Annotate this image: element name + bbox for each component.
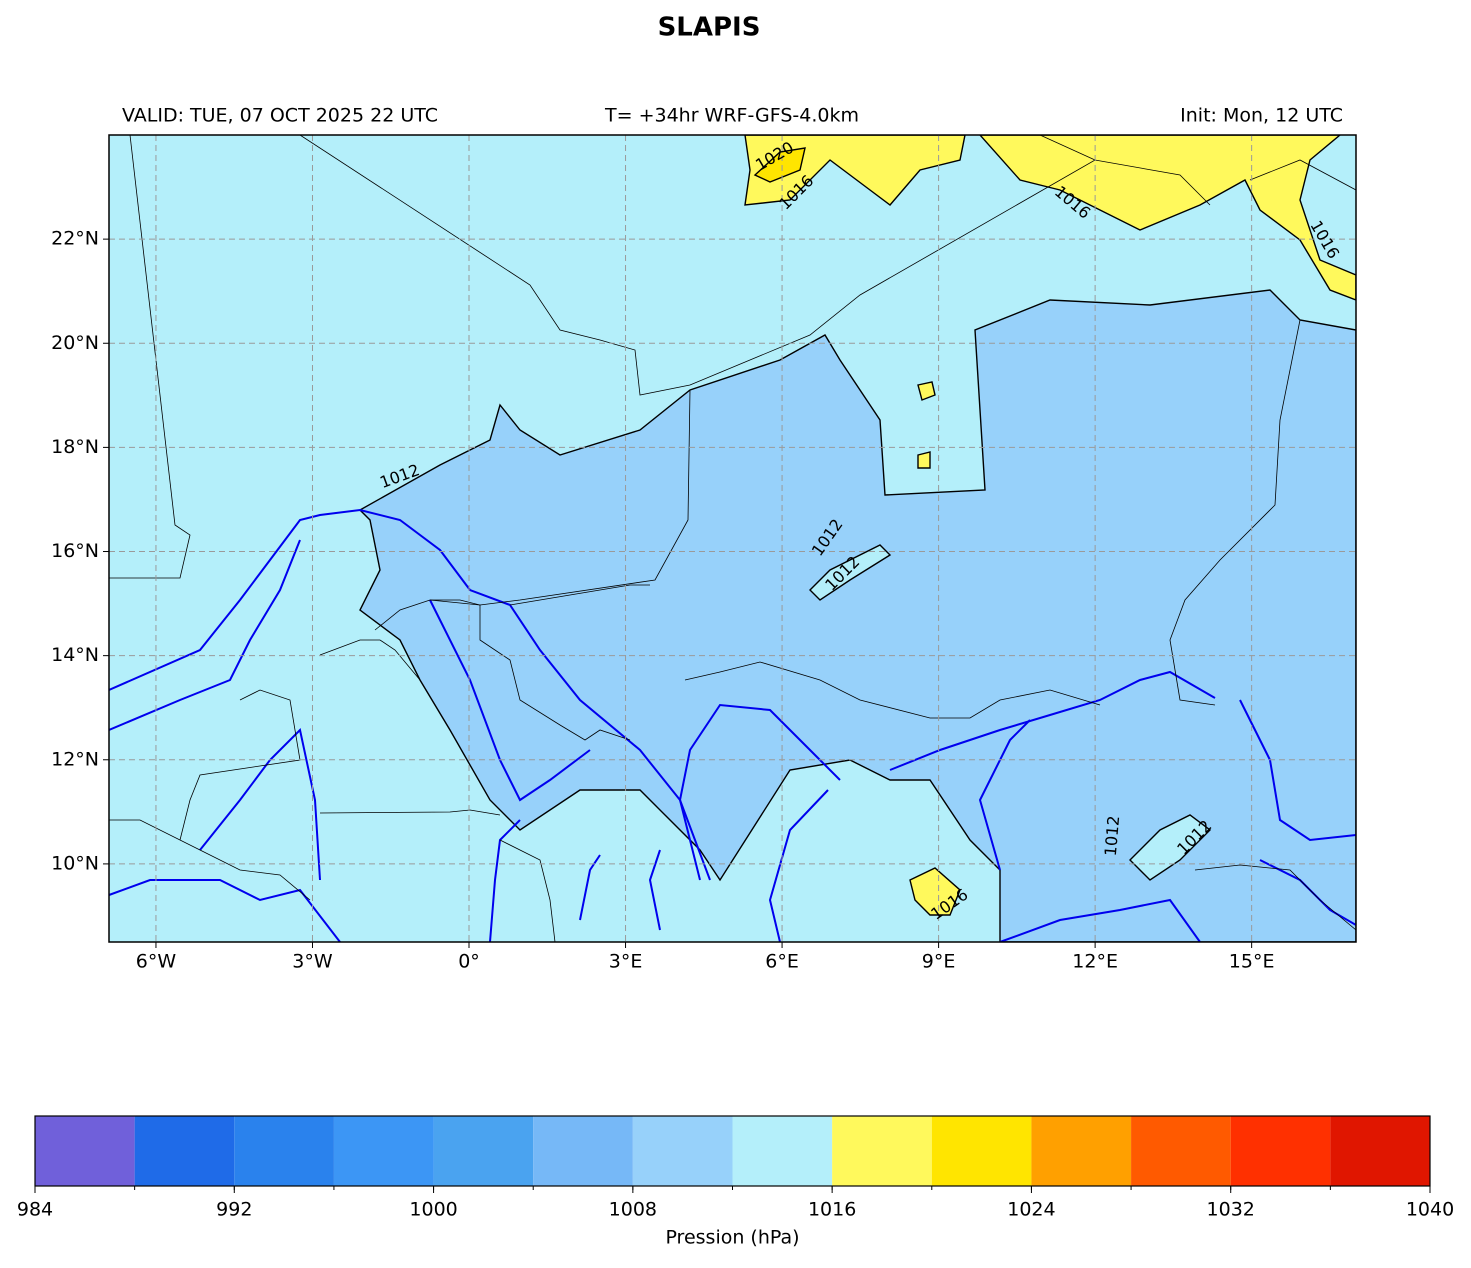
contour-1012 [768, 789, 829, 942]
colorbar: 984 992 1000 1008 1016 1024 1032 1040 Pression (… [17, 1115, 1454, 1249]
pressure-band [909, 867, 961, 916]
valid-text: VALID: TUE, 07 OCT 2025 22 UTC [122, 105, 438, 127]
colorbar-bin [333, 1116, 434, 1186]
contour-1012 [889, 670, 1216, 771]
border [1169, 319, 1301, 706]
x-tick-label: 3°W [292, 951, 333, 973]
contour-1012 [579, 854, 601, 921]
colorbar-bin [433, 1116, 534, 1186]
colorbar-tick-label: 1040 [1406, 1199, 1454, 1221]
colorbar-bin [533, 1116, 633, 1186]
contour-1012 [978, 719, 1031, 871]
pressure-band [809, 544, 892, 601]
colorbar-bin [1230, 1116, 1331, 1186]
y-tick-label: 10°N [51, 852, 99, 874]
border [1039, 135, 1096, 161]
contour-1012 [1239, 699, 1356, 842]
contour-1012 [489, 819, 521, 942]
border [1249, 159, 1356, 191]
colorbar-bin [1031, 1116, 1132, 1186]
contour-1012 [109, 879, 341, 942]
x-tick-label: 0° [458, 951, 480, 973]
border [374, 389, 691, 631]
pressure-band [358, 289, 1356, 942]
colorbar-tick-label: 992 [216, 1199, 252, 1221]
contour-1012 [999, 898, 1201, 942]
contour-1012 [109, 539, 301, 731]
colorbar-tick-label: 1000 [409, 1199, 457, 1221]
colorbar-tick-label: 1024 [1007, 1199, 1055, 1221]
colorbar-bin [234, 1116, 334, 1186]
border [319, 639, 421, 681]
border [509, 584, 650, 606]
colorbar-frame [34, 1115, 1431, 1187]
x-tick-label: 6°E [765, 951, 799, 973]
colorbar-bin [1330, 1116, 1430, 1186]
x-tick-label: 3°E [609, 951, 643, 973]
colorbar-bin [134, 1116, 235, 1186]
contour-1012 [199, 727, 321, 881]
map: 6°W 3°W 0° 3°E 6°E 9°E 12°E 15°E 10°N 12°N 14°N 16°… [51, 134, 1357, 973]
pressure-band [917, 451, 931, 469]
border [1194, 864, 1356, 931]
colorbar-bin [732, 1116, 833, 1186]
colorbar-bin [35, 1116, 135, 1186]
border [499, 839, 556, 942]
colorbar-tick-label: 1008 [609, 1199, 657, 1221]
colorbar-bin [1131, 1116, 1231, 1186]
colorbar-tick-label: 984 [17, 1199, 53, 1221]
x-tick-label: 12°E [1072, 951, 1118, 973]
title: SLAPIS [658, 13, 761, 43]
colorbar-bin [632, 1116, 733, 1186]
border [430, 599, 631, 741]
pressure-band [917, 381, 936, 401]
y-tick-label: 22°N [51, 228, 99, 250]
map-body [109, 135, 1356, 942]
y-tick-label: 12°N [51, 748, 99, 770]
border [684, 661, 1101, 719]
y-tick-label: 18°N [51, 436, 99, 458]
contour-1012 [648, 849, 661, 931]
colorbar-tick-label: 1016 [808, 1199, 856, 1221]
map-frame [108, 134, 1357, 943]
border [319, 809, 501, 816]
colorbar-bin [931, 1116, 1032, 1186]
pressure-band [979, 135, 1356, 301]
colorbar-label: Pression (hPa) [665, 1227, 799, 1249]
x-tick-label: 9°E [922, 951, 956, 973]
y-tick-label: 14°N [51, 644, 99, 666]
contour-label: 1012 [1101, 815, 1123, 857]
y-tick-label: 16°N [51, 540, 99, 562]
colorbar-tick-label: 1032 [1207, 1199, 1255, 1221]
contour-1012 [109, 508, 711, 881]
init-text: Init: Mon, 12 UTC [1180, 105, 1343, 127]
y-tick-label: 20°N [51, 332, 99, 354]
x-tick-label: 6°W [136, 951, 177, 973]
pressure-band [753, 147, 806, 183]
border [299, 135, 1211, 396]
border [109, 819, 311, 901]
x-tick-label: 15°E [1229, 951, 1275, 973]
run-text: T= +34hr WRF-GFS-4.0km [604, 105, 859, 127]
colorbar-bin [832, 1116, 932, 1186]
